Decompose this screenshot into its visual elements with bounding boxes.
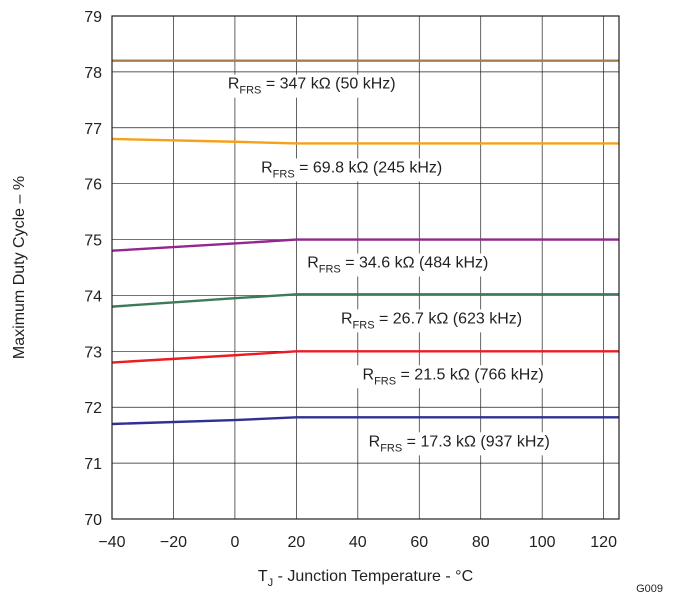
series-label-main: R bbox=[261, 159, 273, 176]
series-label-background bbox=[301, 253, 495, 277]
figure-id: G009 bbox=[636, 583, 663, 595]
y-tick-label: 73 bbox=[84, 344, 102, 361]
series-label-rest: = 21.5 kΩ (766 kHz) bbox=[396, 366, 544, 383]
series-label-background bbox=[362, 432, 556, 456]
x-tick-label: 40 bbox=[349, 534, 367, 551]
series-label-main: R bbox=[363, 366, 375, 383]
series-label-sub: FRS bbox=[353, 319, 375, 331]
series-line-3 bbox=[111, 238, 619, 252]
x-axis-label-rest: - Junction Temperature - °C bbox=[273, 568, 473, 585]
series-label-main: R bbox=[369, 433, 381, 450]
y-tick-label: 76 bbox=[84, 177, 102, 194]
y-axis-label: Maximum Duty Cycle – % bbox=[11, 176, 28, 359]
y-tick-label: 75 bbox=[84, 233, 102, 250]
plot-frame bbox=[111, 15, 620, 520]
x-tick-labels: −40 −20 0 20 40 60 80 100 120 bbox=[98, 534, 617, 551]
series-label-main: R bbox=[341, 310, 353, 327]
series-label-rest: = 26.7 kΩ (623 kHz) bbox=[375, 310, 523, 327]
series-label-2: RFRS = 69.8 kΩ (245 kHz) bbox=[261, 159, 442, 180]
series-label-sub: FRS bbox=[374, 375, 396, 387]
y-tick-label: 71 bbox=[84, 456, 102, 473]
x-axis-label: TJ - Junction Temperature - °C bbox=[258, 568, 473, 589]
x-tick-label: −40 bbox=[98, 534, 125, 551]
series-label-background bbox=[255, 158, 449, 182]
y-tick-label: 77 bbox=[84, 121, 102, 138]
series-label-background bbox=[356, 365, 550, 389]
y-tick-label: 78 bbox=[84, 65, 102, 82]
y-tick-label: 72 bbox=[84, 400, 102, 417]
y-tick-label: 79 bbox=[84, 9, 102, 26]
series-label-sub: FRS bbox=[239, 85, 261, 97]
series-label-main: R bbox=[228, 76, 240, 93]
series-label-rest: = 347 kΩ (50 kHz) bbox=[261, 76, 395, 93]
x-tick-label: 80 bbox=[472, 534, 490, 551]
series-label-rest: = 34.6 kΩ (484 kHz) bbox=[341, 255, 489, 272]
series-label-sub: FRS bbox=[319, 264, 341, 276]
y-tick-label: 70 bbox=[84, 512, 102, 529]
series-label-rest: = 17.3 kΩ (937 kHz) bbox=[402, 433, 550, 450]
series-label-1: RFRS = 347 kΩ (50 kHz) bbox=[228, 76, 396, 97]
x-tick-label: −20 bbox=[160, 534, 187, 551]
y-tick-labels: 70 71 72 73 74 75 76 77 78 79 bbox=[84, 9, 102, 529]
series-label-rest: = 69.8 kΩ (245 kHz) bbox=[295, 159, 443, 176]
x-axis-label-sub: J bbox=[268, 577, 274, 589]
series-line-6 bbox=[111, 416, 619, 426]
series-label-4: RFRS = 26.7 kΩ (623 kHz) bbox=[341, 310, 522, 331]
series-label-6: RFRS = 17.3 kΩ (937 kHz) bbox=[369, 433, 550, 454]
series-label-sub: FRS bbox=[273, 168, 295, 180]
x-tick-label: 120 bbox=[590, 534, 617, 551]
series-label-main: R bbox=[307, 255, 319, 272]
series-label-background bbox=[221, 74, 402, 98]
series-line-4 bbox=[111, 293, 619, 308]
x-axis-label-main: T bbox=[258, 568, 268, 585]
x-tick-label: 0 bbox=[230, 534, 239, 551]
series-labels: RFRS = 347 kΩ (50 kHz)RFRS = 69.8 kΩ (24… bbox=[221, 74, 556, 456]
series-line-2 bbox=[111, 137, 619, 145]
series-label-sub: FRS bbox=[380, 442, 402, 454]
y-tick-label: 74 bbox=[84, 288, 102, 305]
series-line-5 bbox=[111, 350, 619, 364]
series-lines bbox=[111, 59, 619, 426]
x-tick-label: 100 bbox=[529, 534, 556, 551]
series-label-background bbox=[334, 309, 529, 333]
x-tick-label: 60 bbox=[410, 534, 428, 551]
series-label-3: RFRS = 34.6 kΩ (484 kHz) bbox=[307, 255, 488, 276]
series-label-5: RFRS = 21.5 kΩ (766 kHz) bbox=[363, 366, 544, 387]
x-tick-label: 20 bbox=[287, 534, 305, 551]
